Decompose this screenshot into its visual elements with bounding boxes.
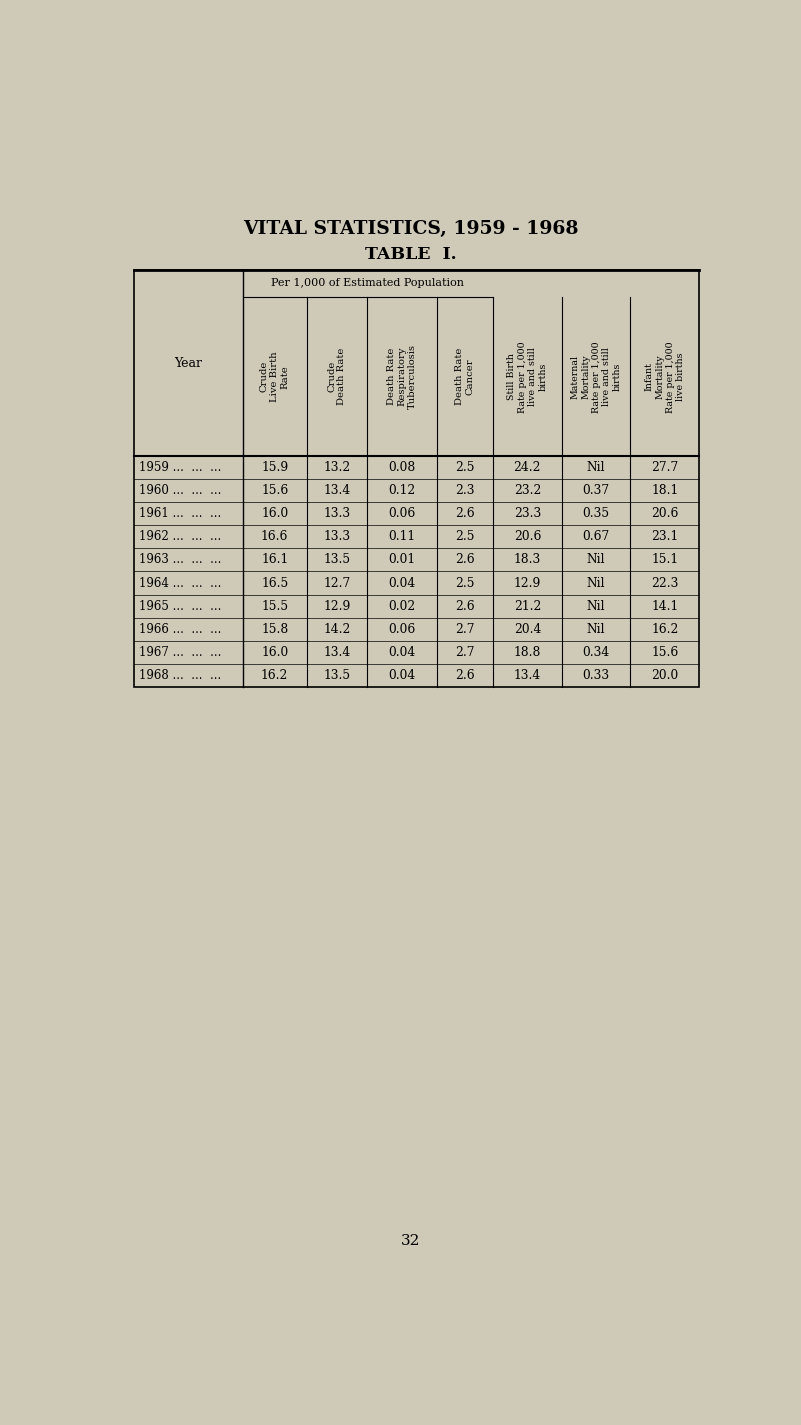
Text: 16.2: 16.2 [651,623,678,636]
Text: 15.8: 15.8 [261,623,288,636]
Text: 15.1: 15.1 [651,553,678,567]
Text: 2.6: 2.6 [455,668,475,681]
Text: 0.04: 0.04 [388,668,416,681]
Text: 16.1: 16.1 [261,553,288,567]
Text: Nil: Nil [587,623,606,636]
Text: 2.3: 2.3 [455,485,475,497]
Text: Crude
Death Rate: Crude Death Rate [327,348,347,406]
Text: 15.5: 15.5 [261,600,288,613]
Text: 1964 ...  ...  ...: 1964 ... ... ... [139,577,222,590]
Text: 13.2: 13.2 [323,462,350,475]
Text: TABLE  I.: TABLE I. [364,245,457,262]
Text: Year: Year [175,356,203,369]
Text: 23.1: 23.1 [651,530,678,543]
Text: 20.0: 20.0 [651,668,678,681]
Text: 14.1: 14.1 [651,600,678,613]
Text: 0.06: 0.06 [388,507,416,520]
Text: 16.0: 16.0 [261,507,288,520]
Text: Death Rate
Cancer: Death Rate Cancer [455,348,475,406]
Text: 0.06: 0.06 [388,623,416,636]
Text: 0.35: 0.35 [582,507,610,520]
Text: 13.5: 13.5 [324,553,350,567]
Text: 2.6: 2.6 [455,507,475,520]
Text: 12.7: 12.7 [323,577,350,590]
Text: Infant
Mortality
Rate per 1,000
live births: Infant Mortality Rate per 1,000 live bir… [645,341,685,413]
Text: 16.5: 16.5 [261,577,288,590]
Text: 1959 ...  ...  ...: 1959 ... ... ... [139,462,222,475]
Text: Nil: Nil [587,600,606,613]
Text: VITAL STATISTICS, 1959 - 1968: VITAL STATISTICS, 1959 - 1968 [243,221,578,238]
Text: 2.6: 2.6 [455,553,475,567]
Text: 0.01: 0.01 [388,553,416,567]
Text: 18.1: 18.1 [651,485,678,497]
Text: 21.2: 21.2 [513,600,541,613]
Text: Maternal
Mortality
Rate per 1,000
live and still
births: Maternal Mortality Rate per 1,000 live a… [571,341,622,413]
Text: 18.3: 18.3 [513,553,541,567]
Text: 14.2: 14.2 [323,623,351,636]
Text: 18.8: 18.8 [513,646,541,658]
Text: 2.7: 2.7 [455,623,475,636]
Text: 27.7: 27.7 [651,462,678,475]
Text: 32: 32 [400,1234,421,1248]
Text: Nil: Nil [587,577,606,590]
Text: 2.5: 2.5 [455,577,475,590]
Text: 0.12: 0.12 [388,485,416,497]
Text: 0.04: 0.04 [388,646,416,658]
Text: 15.9: 15.9 [261,462,288,475]
Text: 16.0: 16.0 [261,646,288,658]
Text: 0.11: 0.11 [388,530,416,543]
Text: 13.3: 13.3 [324,507,350,520]
Text: 13.3: 13.3 [324,530,350,543]
Text: 0.34: 0.34 [582,646,610,658]
Text: 1961 ...  ...  ...: 1961 ... ... ... [139,507,222,520]
Text: 13.5: 13.5 [324,668,350,681]
Text: 16.2: 16.2 [261,668,288,681]
Text: 20.6: 20.6 [513,530,541,543]
Text: 23.3: 23.3 [513,507,541,520]
Text: 1962 ...  ...  ...: 1962 ... ... ... [139,530,222,543]
Text: 15.6: 15.6 [651,646,678,658]
Text: Nil: Nil [587,462,606,475]
Text: 2.5: 2.5 [455,530,475,543]
Text: 13.4: 13.4 [323,646,350,658]
Text: 0.37: 0.37 [582,485,610,497]
Text: 0.33: 0.33 [582,668,610,681]
Text: Per 1,000 of Estimated Population: Per 1,000 of Estimated Population [272,278,465,288]
Text: 0.04: 0.04 [388,577,416,590]
Text: 22.3: 22.3 [651,577,678,590]
Text: 12.9: 12.9 [323,600,351,613]
Text: 24.2: 24.2 [513,462,541,475]
Text: 2.6: 2.6 [455,600,475,613]
Text: 2.5: 2.5 [455,462,475,475]
Text: 1967 ...  ...  ...: 1967 ... ... ... [139,646,222,658]
Text: Crude
Live Birth
Rate: Crude Live Birth Rate [260,352,290,402]
Text: 0.67: 0.67 [582,530,610,543]
Text: 23.2: 23.2 [513,485,541,497]
Text: 0.02: 0.02 [388,600,416,613]
Text: 20.6: 20.6 [651,507,678,520]
Text: 16.6: 16.6 [261,530,288,543]
Text: 1968 ...  ...  ...: 1968 ... ... ... [139,668,222,681]
Text: Still Birth
Rate per 1,000
live and still
births: Still Birth Rate per 1,000 live and stil… [507,341,547,413]
Text: 0.08: 0.08 [388,462,416,475]
Text: 20.4: 20.4 [513,623,541,636]
Text: 12.9: 12.9 [513,577,541,590]
Text: 1966 ...  ...  ...: 1966 ... ... ... [139,623,222,636]
Text: 13.4: 13.4 [513,668,541,681]
Text: 15.6: 15.6 [261,485,288,497]
Text: 13.4: 13.4 [323,485,350,497]
Text: 1960 ...  ...  ...: 1960 ... ... ... [139,485,222,497]
Text: Death Rate
Respiratory
Tuberculosis: Death Rate Respiratory Tuberculosis [387,345,417,409]
Text: 2.7: 2.7 [455,646,475,658]
Text: 1965 ...  ...  ...: 1965 ... ... ... [139,600,222,613]
Text: Nil: Nil [587,553,606,567]
Text: 1963 ...  ...  ...: 1963 ... ... ... [139,553,222,567]
